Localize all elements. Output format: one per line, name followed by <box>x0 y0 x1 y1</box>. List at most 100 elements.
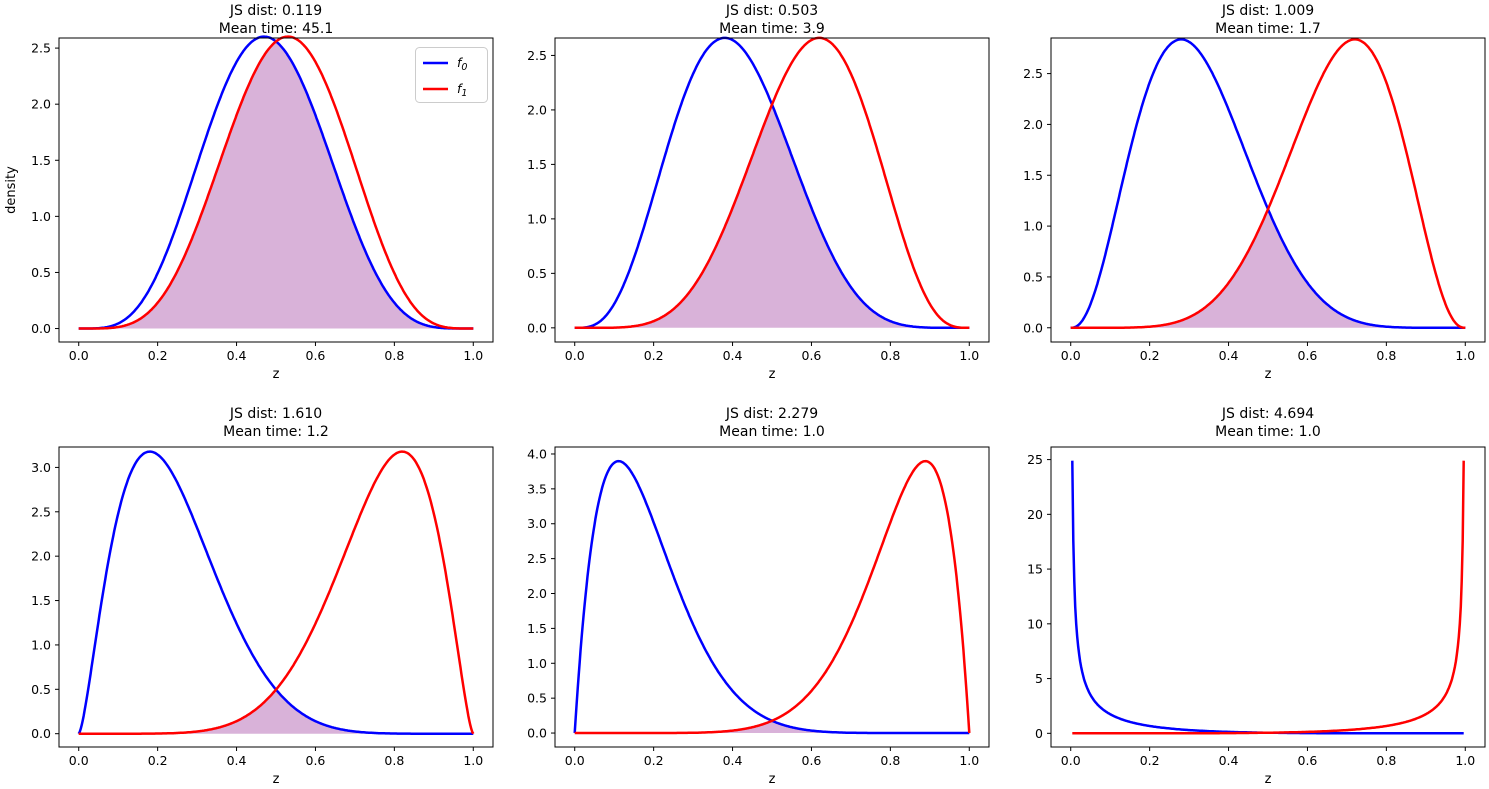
subplot-2-title: JS dist: 0.503 Mean time: 3.9 <box>555 2 989 38</box>
mean-time-value: Mean time: 3.9 <box>719 21 825 37</box>
axes-frame <box>554 37 990 343</box>
x-tick-label: 0.4 <box>723 753 743 768</box>
axes-frame <box>58 37 494 343</box>
y-tick-label: 20 <box>1027 507 1043 522</box>
mean-time-value: Mean time: 1.7 <box>1215 21 1321 37</box>
x-tick-label: 0.6 <box>802 753 822 768</box>
y-tick-label: 0.0 <box>31 726 51 741</box>
x-tick-label: 1.0 <box>959 753 979 768</box>
x-tick-label: 0.8 <box>880 753 900 768</box>
x-tick-label: 0.2 <box>148 348 168 363</box>
subplot-4-axes: 0.0 0.2 0.4 0.6 0.8 1.0 z 0.0 0.5 1.0 1.5 2.0 2.5 3.0 <box>31 446 494 787</box>
y-tick-label: 3.5 <box>527 481 547 496</box>
y-tick-label: 1.0 <box>31 209 51 224</box>
y-tick-label: 0.5 <box>31 682 51 697</box>
x-tick-label: 0.4 <box>227 348 247 363</box>
legend-label-f0: f0 <box>457 55 467 73</box>
x-axis-label: z <box>769 772 776 787</box>
x-tick-label: 0.8 <box>384 348 404 363</box>
legend-label-f1: f1 <box>457 81 467 99</box>
y-tick-label: 1.5 <box>31 593 51 608</box>
mean-time-value: Mean time: 45.1 <box>218 21 334 37</box>
subplot-2-axes: 0.0 0.2 0.4 0.6 0.8 1.0 z 0.0 0.5 1.0 1.5 2.0 2.5 <box>527 36 990 382</box>
subplot-4: JS dist: 1.610 Mean time: 1.2 0.0 0.2 0.4 0… <box>1 395 497 789</box>
y-tick-label: 10 <box>1027 616 1043 631</box>
f1-curve <box>1070 38 1466 330</box>
y-tick-label: 5 <box>1035 671 1043 686</box>
x-tick-label: 1.0 <box>959 348 979 363</box>
y-tick-label: 25 <box>1027 452 1043 467</box>
subplot-2: JS dist: 0.503 Mean time: 3.9 0.0 0.2 0.4 0… <box>497 0 993 395</box>
x-tick-label: 0.0 <box>565 348 585 363</box>
x-tick-label: 0.6 <box>1298 348 1318 363</box>
x-tick-label: 0.6 <box>802 348 822 363</box>
x-tick-label: 1.0 <box>463 753 483 768</box>
x-axis-label: z <box>273 367 280 382</box>
subplot-1-title: JS dist: 0.119 Mean time: 45.1 <box>59 2 493 38</box>
y-tick-label: 0.0 <box>31 321 51 336</box>
x-tick-label: 1.0 <box>1455 753 1475 768</box>
y-tick-label: 0.0 <box>1023 320 1043 335</box>
axes-frame <box>1050 446 1486 748</box>
x-tick-label: 0.4 <box>1219 348 1239 363</box>
x-tick-label: 0.2 <box>644 753 664 768</box>
y-tick-label: 2.5 <box>31 504 51 519</box>
subplot-3-title: JS dist: 1.009 Mean time: 1.7 <box>1051 2 1485 38</box>
y-tick-label: 2.0 <box>1023 117 1043 132</box>
legend-box <box>415 47 488 103</box>
subplot-5: JS dist: 2.279 Mean time: 1.0 0.0 0.2 0.4 0… <box>497 395 993 789</box>
y-tick-label: 15 <box>1027 562 1043 577</box>
x-tick-label: 0.6 <box>306 348 326 363</box>
y-tick-label: 1.0 <box>527 211 547 226</box>
y-tick-label: 1.5 <box>31 153 51 168</box>
f1-curve <box>1072 460 1465 735</box>
x-tick-label: 0.2 <box>1140 753 1160 768</box>
subplot-1-axes: 0.0 0.2 0.4 0.6 0.8 1.0 z 0.0 0.5 1.0 1.5 2.0 2.5 den… <box>4 35 494 382</box>
x-tick-label: 0.8 <box>880 348 900 363</box>
mean-time-value: Mean time: 1.0 <box>1215 424 1321 440</box>
y-tick-label: 2.5 <box>1023 66 1043 81</box>
axes-frame <box>58 446 494 748</box>
js-dist-value: JS dist: 1.610 <box>229 406 323 422</box>
y-tick-label: 4.0 <box>527 446 547 461</box>
overlap-region <box>574 720 970 733</box>
mean-time-value: Mean time: 1.0 <box>719 424 825 440</box>
overlap-region <box>1070 209 1466 328</box>
y-tick-label: 0.5 <box>1023 269 1043 284</box>
f0-curve <box>1071 460 1464 735</box>
y-tick-label: 0.0 <box>527 320 547 335</box>
x-tick-label: 0.4 <box>723 348 743 363</box>
x-tick-label: 0.0 <box>1061 348 1081 363</box>
axes-frame <box>554 446 990 748</box>
f0-curve <box>573 459 970 735</box>
y-tick-label: 2.0 <box>527 586 547 601</box>
axes-frame <box>1050 37 1486 343</box>
y-axis-label: density <box>4 166 19 214</box>
y-tick-label: 1.0 <box>1023 219 1043 234</box>
y-tick-label: 2.0 <box>527 102 547 117</box>
y-tick-label: 0.5 <box>527 691 547 706</box>
y-tick-label: 0 <box>1035 726 1043 741</box>
y-tick-label: 3.0 <box>31 460 51 475</box>
y-tick-label: 2.5 <box>527 551 547 566</box>
f1-curve <box>574 36 970 330</box>
y-tick-label: 2.5 <box>527 48 547 63</box>
y-tick-label: 0.0 <box>527 726 547 741</box>
x-tick-label: 0.2 <box>148 753 168 768</box>
y-tick-label: 2.5 <box>31 41 51 56</box>
subplot-6-title: JS dist: 4.694 Mean time: 1.0 <box>1051 405 1485 441</box>
x-tick-label: 0.4 <box>1219 753 1239 768</box>
y-tick-label: 0.5 <box>31 265 51 280</box>
f1-curve <box>78 450 475 735</box>
y-tick-label: 1.5 <box>527 621 547 636</box>
js-dist-value: JS dist: 0.503 <box>725 3 819 19</box>
x-tick-label: 0.6 <box>306 753 326 768</box>
x-axis-label: z <box>1265 367 1272 382</box>
subplot-4-title: JS dist: 1.610 Mean time: 1.2 <box>59 405 493 441</box>
x-tick-label: 0.0 <box>565 753 585 768</box>
y-tick-label: 1.5 <box>527 157 547 172</box>
x-tick-label: 0.4 <box>227 753 247 768</box>
x-tick-label: 0.0 <box>69 348 89 363</box>
